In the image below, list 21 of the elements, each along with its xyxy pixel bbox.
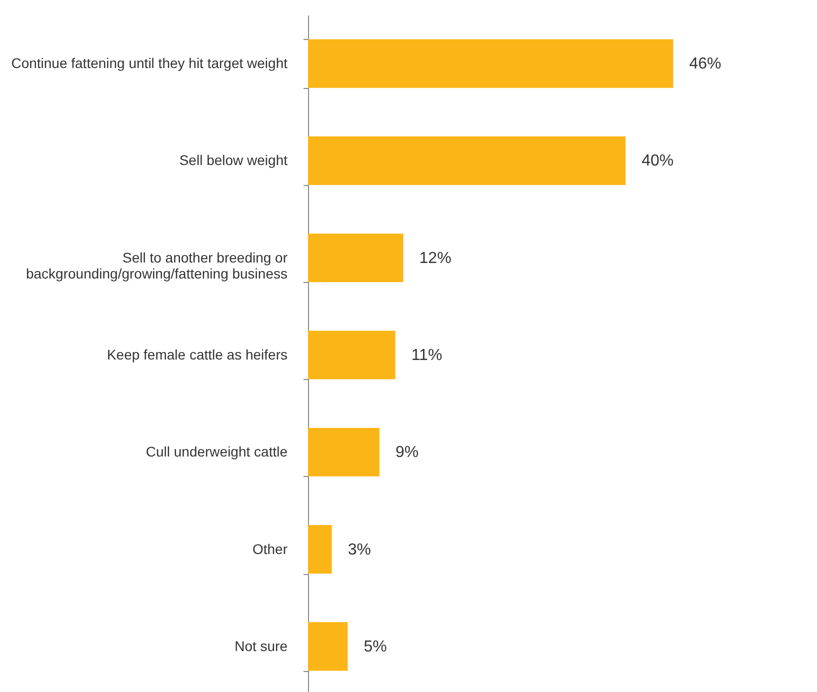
y-tick-label: Other: [252, 540, 288, 557]
bar: [308, 136, 626, 185]
bar: [308, 39, 674, 88]
bar: [308, 234, 404, 282]
y-tick-label: Continue fattening until they hit target weight: [11, 55, 288, 72]
data-label: 11%: [411, 347, 442, 364]
bar: [308, 330, 396, 380]
y-tick-label: Not sure: [234, 638, 288, 654]
bar: [308, 622, 348, 671]
y-tick-label: Cull underweight cattle: [146, 444, 288, 460]
data-label: 40%: [642, 152, 674, 170]
data-label: 5%: [364, 638, 387, 656]
data-label: 9%: [395, 444, 419, 462]
data-label: 12%: [419, 250, 452, 267]
data-label: 46%: [689, 56, 722, 73]
y-tick-label: Keep female cattle as heifers: [106, 346, 288, 362]
y-tick-label: Sell to another breeding or backgrounding/growing/fattening business: [26, 249, 288, 282]
bar: [308, 525, 332, 574]
bar: [308, 428, 380, 476]
y-tick-label: Sell below weight: [179, 152, 288, 168]
data-label: 3%: [348, 541, 371, 558]
